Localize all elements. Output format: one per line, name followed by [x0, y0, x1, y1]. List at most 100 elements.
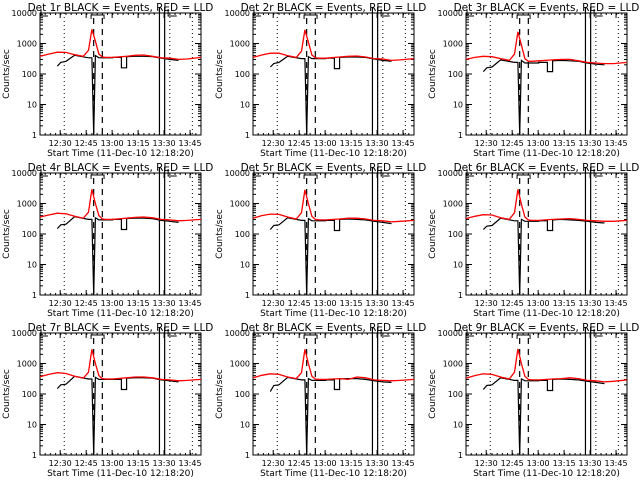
x-tick-label: 13:30	[579, 299, 602, 308]
x-tick-label: 13:30	[579, 459, 602, 468]
y-tick-label: 10	[27, 101, 37, 110]
panel-1: Det 1r BLACK = Events, RED = LLD 1 10 100 10…	[2, 2, 213, 159]
y-tick-label: 10000	[438, 9, 463, 18]
y-tick-label: 1000	[17, 360, 37, 369]
x-tick-label: 13:15	[127, 299, 150, 308]
x-tick-label: 12:30	[49, 459, 72, 468]
x-tick-label: 13:45	[392, 459, 415, 468]
lld-series-line	[465, 31, 628, 65]
x-tick-label: 13:30	[153, 459, 176, 468]
y-tick-label: 10	[240, 261, 250, 270]
x-tick-label: 13:45	[605, 459, 628, 468]
x-axis-label: Start Time (11-Dec-10 12:18:20)	[260, 149, 407, 159]
y-tick-label: 1000	[17, 40, 37, 49]
x-tick-label: 12:45	[75, 299, 98, 308]
y-tick-label: 10	[240, 101, 250, 110]
x-tick-label: 12:45	[501, 299, 524, 308]
corner-bracket	[380, 9, 390, 17]
x-tick-label: 13:15	[340, 459, 363, 468]
y-tick-label: 10000	[438, 169, 463, 178]
panel-title: Det 2r BLACK = Events, RED = LLD	[241, 2, 427, 14]
x-tick-label: 12:30	[475, 139, 498, 148]
panel-title: Det 7r BLACK = Events, RED = LLD	[28, 322, 214, 334]
y-tick-label: 10000	[225, 169, 250, 178]
x-tick-label: 13:45	[605, 299, 628, 308]
y-tick-label: 100	[448, 230, 463, 239]
panel-title: Det 3r BLACK = Events, RED = LLD	[454, 2, 640, 14]
events-series-line	[269, 55, 392, 136]
corner-bracket	[167, 329, 177, 337]
panel-title: Det 1r BLACK = Events, RED = LLD	[28, 2, 214, 14]
lld-series-line	[252, 29, 415, 62]
x-tick-label: 13:30	[366, 459, 389, 468]
x-tick-label: 12:30	[49, 299, 72, 308]
x-tick-label: 12:30	[49, 139, 72, 148]
y-tick-label: 1	[458, 131, 463, 140]
panel-7: Det 7r BLACK = Events, RED = LLD 1 10 100 10…	[2, 322, 213, 479]
x-tick-label: 12:30	[262, 139, 285, 148]
x-tick-label: 13:15	[553, 139, 576, 148]
y-tick-label: 10	[453, 421, 463, 430]
events-series-line	[56, 216, 179, 296]
x-tick-label: 13:00	[527, 299, 550, 308]
panel-3: Det 3r BLACK = Events, RED = LLD 1 10 100 10…	[428, 2, 639, 159]
x-tick-label: 12:30	[475, 299, 498, 308]
x-tick-label: 13:45	[605, 139, 628, 148]
x-tick-label: 13:45	[392, 299, 415, 308]
y-tick-label: 10000	[12, 9, 37, 18]
y-tick-label: 10000	[438, 329, 463, 338]
y-axis-label: Counts/sec	[2, 209, 12, 259]
lld-series-line	[465, 189, 628, 222]
y-tick-label: 1000	[443, 40, 463, 49]
y-tick-label: 100	[22, 230, 37, 239]
panel-title: Det 6r BLACK = Events, RED = LLD	[454, 162, 640, 174]
y-tick-label: 1	[245, 451, 250, 460]
y-tick-label: 1	[245, 131, 250, 140]
lld-series-line	[39, 189, 202, 222]
x-axis-label: Start Time (11-Dec-10 12:18:20)	[473, 149, 620, 159]
x-tick-label: 13:00	[527, 139, 550, 148]
x-tick-label: 13:45	[179, 299, 202, 308]
x-tick-label: 12:45	[288, 459, 311, 468]
y-tick-label: 1000	[17, 200, 37, 209]
x-tick-label: 13:15	[127, 459, 150, 468]
x-tick-label: 13:00	[101, 299, 124, 308]
panel-title: Det 8r BLACK = Events, RED = LLD	[241, 322, 427, 334]
events-series-line	[482, 377, 605, 456]
y-tick-label: 10	[27, 421, 37, 430]
y-tick-label: 100	[235, 70, 250, 79]
lld-series-line	[465, 348, 628, 383]
x-tick-label: 13:15	[127, 139, 150, 148]
y-tick-label: 1	[245, 291, 250, 300]
y-tick-label: 1000	[443, 360, 463, 369]
x-tick-label: 13:45	[392, 139, 415, 148]
corner-bracket	[167, 169, 177, 177]
y-axis-label: Counts/sec	[2, 369, 12, 419]
corner-bracket	[167, 9, 177, 17]
x-tick-label: 13:00	[314, 299, 337, 308]
y-axis-label: Counts/sec	[2, 49, 12, 99]
x-axis-label: Start Time (11-Dec-10 12:18:20)	[260, 309, 407, 319]
lld-series-line	[39, 349, 202, 382]
y-tick-label: 1	[458, 291, 463, 300]
x-tick-label: 13:30	[153, 299, 176, 308]
x-tick-label: 13:15	[553, 459, 576, 468]
x-tick-label: 13:30	[153, 139, 176, 148]
panel-9: Det 9r BLACK = Events, RED = LLD 1 10 100 10…	[428, 322, 639, 479]
y-tick-label: 10000	[12, 329, 37, 338]
x-tick-label: 13:00	[314, 459, 337, 468]
panel-title: Det 5r BLACK = Events, RED = LLD	[241, 162, 427, 174]
y-tick-label: 1000	[230, 360, 250, 369]
x-tick-label: 12:30	[262, 299, 285, 308]
events-series-line	[56, 375, 179, 456]
y-tick-label: 1000	[443, 200, 463, 209]
events-series-line	[56, 54, 179, 136]
panel-title: Det 4r BLACK = Events, RED = LLD	[28, 162, 214, 174]
y-tick-label: 10000	[225, 329, 250, 338]
x-tick-label: 13:00	[101, 459, 124, 468]
x-axis-label: Start Time (11-Dec-10 12:18:20)	[473, 469, 620, 479]
x-tick-label: 12:30	[262, 459, 285, 468]
y-tick-label: 100	[448, 70, 463, 79]
x-axis-label: Start Time (11-Dec-10 12:18:20)	[473, 309, 620, 319]
